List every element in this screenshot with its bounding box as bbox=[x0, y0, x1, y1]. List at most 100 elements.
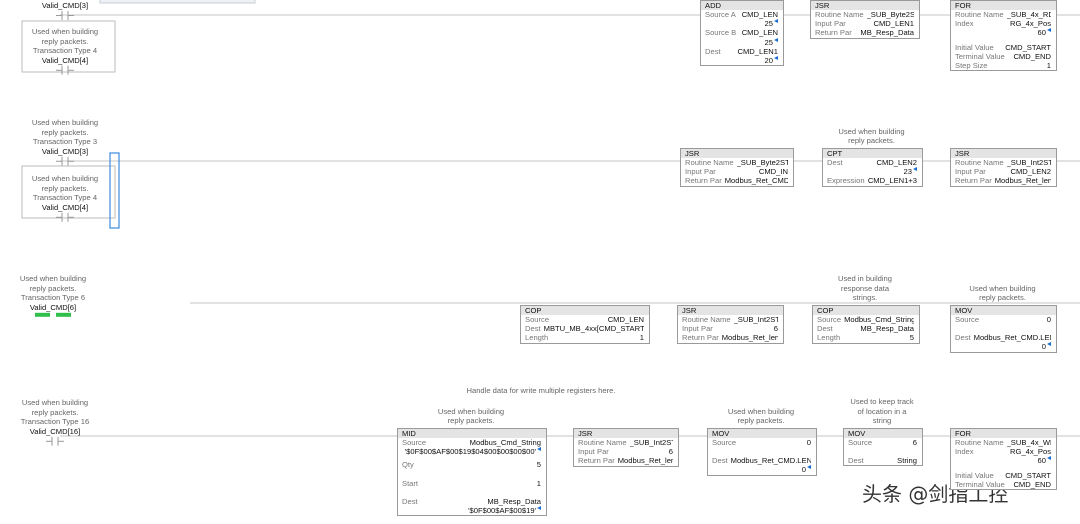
operand-row: Routine Name _SUB_Int2ST bbox=[951, 158, 1056, 167]
operand-label: Source bbox=[817, 315, 842, 324]
operand-label: Dest bbox=[848, 456, 864, 466]
operand-row: Input Par 6 bbox=[678, 324, 783, 333]
operand-label: Length bbox=[525, 333, 549, 343]
operand-value: CMD_LEN bbox=[741, 10, 778, 19]
operand-value: 1 bbox=[536, 478, 541, 488]
value-marker bbox=[537, 447, 541, 452]
operand-value: RG_4x_Pos bbox=[1010, 447, 1051, 457]
operand-value: CMD_END bbox=[1013, 479, 1051, 489]
instruction-add: ADD Source A CMD_LEN 25 Source B CMD_LEN 25 Des… bbox=[700, 0, 784, 67]
operand-row: 0 bbox=[708, 465, 816, 474]
operand-value: _SUB_4x_WR bbox=[1006, 438, 1051, 447]
operand-row: Source Modbus_Cmd_String bbox=[813, 315, 919, 324]
instruction-comment: reply packets. bbox=[737, 416, 785, 426]
operand-row: Routine Name _SUB_4x_RD bbox=[951, 10, 1056, 19]
operand-label: Source bbox=[955, 315, 980, 324]
contact-comment: Used when building bbox=[19, 274, 87, 283]
mnemonic: JSR bbox=[681, 149, 793, 158]
operand-row: Input Par CMD_LEN2 bbox=[951, 167, 1056, 176]
operand-value: 6 bbox=[773, 324, 778, 334]
mnemonic: COP bbox=[813, 306, 919, 315]
instruction-jsr: JSR Routine Name _SUB_Int2ST Input Par 6 Retu… bbox=[573, 428, 679, 467]
instruction-mov: MOV Source 0 Dest Modbus_Ret_CMD.LEN 0 bbox=[707, 428, 817, 476]
contact-tag: Valid_CMD[16] bbox=[29, 426, 81, 436]
operand-row: Length 5 bbox=[813, 333, 919, 342]
operand-label: Routine Name bbox=[578, 438, 627, 447]
operand-value: 0 bbox=[806, 438, 811, 447]
contact-comment: Used when building bbox=[21, 398, 89, 407]
mnemonic: MOV bbox=[844, 429, 922, 438]
operand-row: Step Size 1 bbox=[951, 61, 1056, 70]
instruction-for: FOR Routine Name _SUB_4x_RD Index RG_4x_Pos 6… bbox=[950, 0, 1057, 72]
operand-label: Input Par bbox=[682, 324, 713, 334]
operand-label: Initial Value bbox=[955, 470, 994, 480]
operand-row: 60 bbox=[951, 28, 1056, 37]
operand-row: Expression CMD_LEN1+3 bbox=[823, 176, 922, 185]
operand-row: Dest Modbus_Ret_CMD.LEN bbox=[708, 456, 816, 465]
operand-row: Initial Value CMD_START bbox=[951, 471, 1056, 480]
operand-label: Input Par bbox=[815, 19, 846, 29]
operand-label: Dest bbox=[827, 158, 843, 167]
operand-value: Modbus_Ret_len bbox=[617, 456, 673, 466]
contact-comment: Transaction Type 4 bbox=[32, 46, 98, 56]
operand-row: Routine Name _SUB_Int2ST bbox=[678, 315, 783, 324]
operand-value: _SUB_Byte2ST bbox=[866, 10, 914, 19]
operand-row: Input Par CMD_IN bbox=[681, 167, 793, 176]
operand-row: Qty 5 bbox=[398, 460, 546, 469]
live-value: 20 bbox=[764, 56, 773, 66]
operand-label: Source A bbox=[705, 10, 736, 19]
operand-value: CMD_LEN1+3 bbox=[867, 176, 917, 186]
instruction-jsr: JSR Routine Name _SUB_Int2ST Input Par 6 Retu… bbox=[677, 305, 784, 344]
mnemonic: MID bbox=[398, 429, 546, 438]
operand-label: Dest bbox=[402, 496, 418, 506]
operand-row: Source Modbus_Cmd_String bbox=[398, 438, 546, 447]
mnemonic: ADD bbox=[701, 1, 783, 10]
operand-value: CMD_START bbox=[1005, 470, 1051, 480]
operand-label: Return Par bbox=[815, 28, 852, 38]
operand-row: Source CMD_LEN bbox=[521, 315, 649, 324]
instruction-comment: strings. bbox=[852, 293, 878, 303]
scroll-box bbox=[99, 0, 256, 4]
live-value: 23 bbox=[903, 167, 912, 177]
operand-value: CMD_LEN bbox=[607, 315, 644, 324]
operand-value: 1 bbox=[1046, 61, 1051, 71]
operand-label: Routine Name bbox=[955, 438, 1004, 447]
operand-row: Return Par Modbus_Ret_len bbox=[678, 333, 783, 342]
live-value: 0 bbox=[1041, 342, 1046, 352]
operand-value: _SUB_Int2ST bbox=[629, 438, 673, 447]
operand-value: 0 bbox=[1046, 315, 1051, 324]
operand-value: Modbus_Ret_CMD bbox=[724, 176, 788, 186]
instruction-cop: COP Source Modbus_Cmd_String Dest MB_Resp_Da… bbox=[812, 305, 920, 344]
contact-comment: reply packets. bbox=[41, 127, 89, 137]
operand-value: CMD_END bbox=[1013, 51, 1051, 61]
operand-row: Index RG_4x_Pos bbox=[951, 447, 1056, 456]
contact-comment: Used when building bbox=[31, 27, 99, 36]
operand-row: '$0F$00$AF$00$19' bbox=[398, 506, 546, 515]
operand-row: Source 0 bbox=[951, 315, 1056, 324]
operand-row: 60 bbox=[951, 456, 1056, 465]
operand-row: Input Par 6 bbox=[574, 447, 678, 456]
operand-label: Routine Name bbox=[955, 158, 1004, 167]
contact-comment: Transaction Type 16 bbox=[20, 417, 90, 427]
operand-label: Source bbox=[712, 438, 737, 447]
instruction-comment: response data bbox=[840, 283, 890, 293]
operand-label: Step Size bbox=[955, 61, 988, 71]
operand-row: Terminal Value CMD_END bbox=[951, 480, 1056, 489]
operand-value: _SUB_4x_RD bbox=[1006, 10, 1051, 19]
instruction-comment: string bbox=[872, 416, 892, 426]
instruction-cpt: CPT Dest CMD_LEN2 23 Expression CMD_LEN1+3 bbox=[822, 148, 923, 187]
instruction-comment: Used when building bbox=[969, 283, 1036, 293]
operand-label: Length bbox=[817, 333, 841, 343]
operand-value: Modbus_Ret_CMD.LEN bbox=[973, 333, 1051, 343]
operand-label: Terminal Value bbox=[955, 479, 1005, 489]
live-value: 60 bbox=[1037, 456, 1046, 466]
operand-row: Source 0 bbox=[708, 438, 816, 447]
operand-value: Modbus_Cmd_String bbox=[844, 315, 914, 324]
operand-row: Initial Value CMD_START bbox=[951, 43, 1056, 52]
operand-row: Routine Name _SUB_4x_WR bbox=[951, 438, 1056, 447]
operand-value: _SUB_Int2ST bbox=[1006, 158, 1051, 167]
instruction-comment: Used to keep track bbox=[850, 397, 914, 407]
contact-energized bbox=[35, 312, 50, 317]
